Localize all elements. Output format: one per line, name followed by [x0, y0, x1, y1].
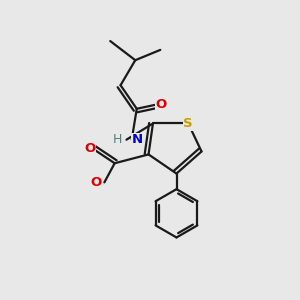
Text: N: N [132, 133, 143, 146]
Text: O: O [90, 176, 101, 189]
Text: O: O [155, 98, 167, 111]
Text: H: H [90, 176, 100, 189]
Text: O: O [84, 142, 95, 155]
Text: H: H [113, 133, 122, 146]
Text: S: S [184, 117, 193, 130]
